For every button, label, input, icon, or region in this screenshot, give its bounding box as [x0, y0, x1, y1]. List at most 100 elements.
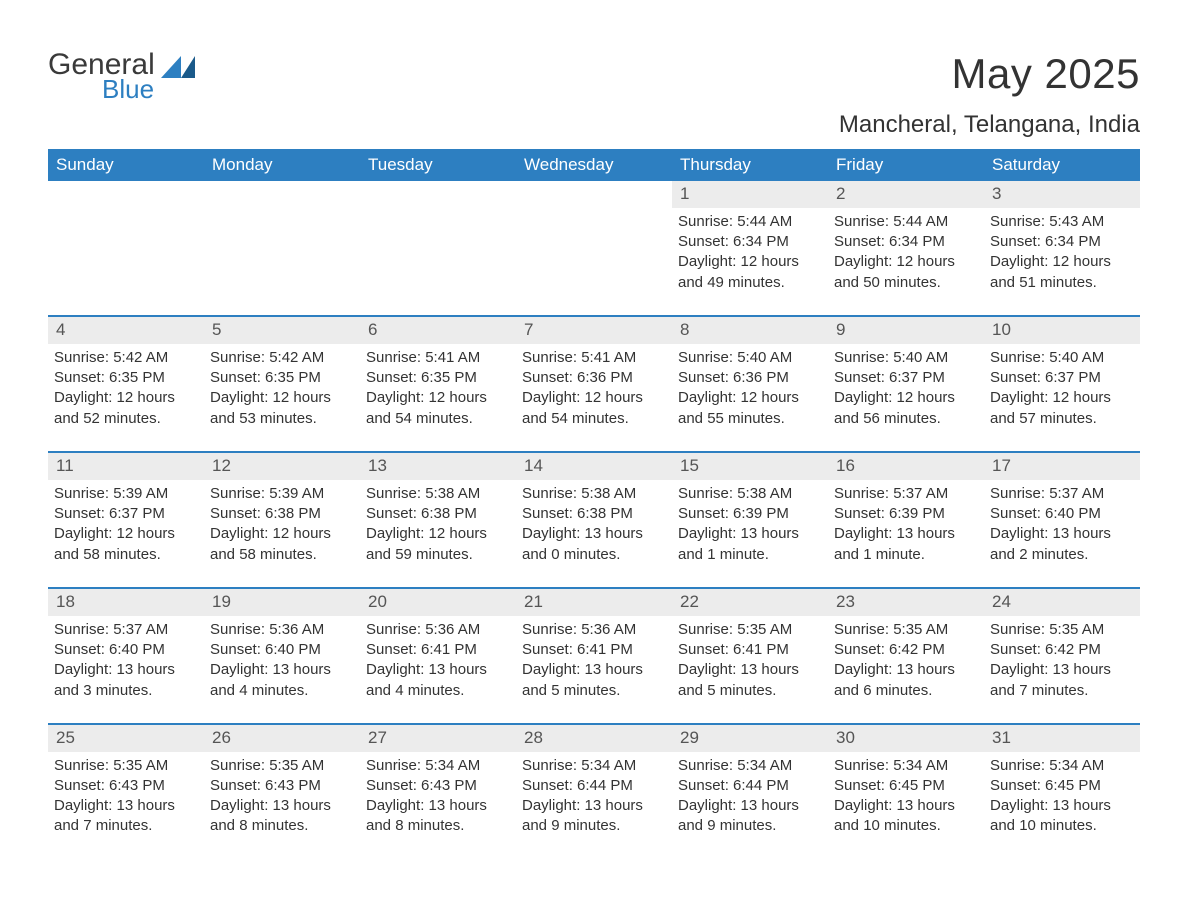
day-detail-text: Sunrise: 5:40 AMSunset: 6:37 PMDaylight:…: [834, 344, 978, 429]
day-detail-text: Sunrise: 5:36 AMSunset: 6:40 PMDaylight:…: [210, 616, 354, 701]
day-detail-cell: Sunrise: 5:37 AMSunset: 6:39 PMDaylight:…: [828, 480, 984, 588]
day-number-cell: 17: [984, 452, 1140, 480]
title-block: May 2025: [952, 50, 1140, 98]
day-detail-text: Sunrise: 5:38 AMSunset: 6:39 PMDaylight:…: [678, 480, 822, 565]
calendar-table: SundayMondayTuesdayWednesdayThursdayFrid…: [48, 149, 1140, 859]
day-number-cell: 18: [48, 588, 204, 616]
day-number-cell: 3: [984, 181, 1140, 208]
calendar-body: 123Sunrise: 5:44 AMSunset: 6:34 PMDaylig…: [48, 181, 1140, 859]
day-number-cell: 25: [48, 724, 204, 752]
day-detail-text: Sunrise: 5:35 AMSunset: 6:43 PMDaylight:…: [54, 752, 198, 837]
day-detail-cell: Sunrise: 5:37 AMSunset: 6:40 PMDaylight:…: [984, 480, 1140, 588]
day-detail-cell: Sunrise: 5:34 AMSunset: 6:45 PMDaylight:…: [828, 752, 984, 859]
day-detail-text: Sunrise: 5:34 AMSunset: 6:43 PMDaylight:…: [366, 752, 510, 837]
day-number-cell: 28: [516, 724, 672, 752]
day-number-row: 123: [48, 181, 1140, 208]
day-detail-text: Sunrise: 5:37 AMSunset: 6:40 PMDaylight:…: [990, 480, 1134, 565]
day-number-row: 18192021222324: [48, 588, 1140, 616]
weekday-header: Wednesday: [516, 149, 672, 181]
day-detail-row: Sunrise: 5:35 AMSunset: 6:43 PMDaylight:…: [48, 752, 1140, 859]
day-number-cell: [516, 181, 672, 208]
day-detail-text: Sunrise: 5:34 AMSunset: 6:45 PMDaylight:…: [990, 752, 1134, 837]
weekday-header: Friday: [828, 149, 984, 181]
day-number-cell: 9: [828, 316, 984, 344]
day-detail-cell: Sunrise: 5:35 AMSunset: 6:42 PMDaylight:…: [984, 616, 1140, 724]
day-detail-text: Sunrise: 5:35 AMSunset: 6:42 PMDaylight:…: [834, 616, 978, 701]
day-detail-cell: Sunrise: 5:36 AMSunset: 6:41 PMDaylight:…: [516, 616, 672, 724]
day-detail-text: Sunrise: 5:43 AMSunset: 6:34 PMDaylight:…: [990, 208, 1134, 293]
day-number-cell: 10: [984, 316, 1140, 344]
day-detail-cell: Sunrise: 5:37 AMSunset: 6:40 PMDaylight:…: [48, 616, 204, 724]
day-detail-cell: Sunrise: 5:39 AMSunset: 6:38 PMDaylight:…: [204, 480, 360, 588]
day-detail-cell: Sunrise: 5:42 AMSunset: 6:35 PMDaylight:…: [204, 344, 360, 452]
weekday-header: Tuesday: [360, 149, 516, 181]
day-detail-row: Sunrise: 5:37 AMSunset: 6:40 PMDaylight:…: [48, 616, 1140, 724]
day-number-cell: 23: [828, 588, 984, 616]
day-number-cell: 6: [360, 316, 516, 344]
header: General Blue May 2025: [48, 50, 1140, 105]
day-detail-text: Sunrise: 5:36 AMSunset: 6:41 PMDaylight:…: [522, 616, 666, 701]
day-number-cell: 14: [516, 452, 672, 480]
day-detail-text: Sunrise: 5:40 AMSunset: 6:37 PMDaylight:…: [990, 344, 1134, 429]
day-number-cell: 11: [48, 452, 204, 480]
day-number-cell: 4: [48, 316, 204, 344]
day-number-cell: 24: [984, 588, 1140, 616]
day-detail-cell: Sunrise: 5:35 AMSunset: 6:43 PMDaylight:…: [48, 752, 204, 859]
day-number-cell: [48, 181, 204, 208]
day-detail-cell: Sunrise: 5:35 AMSunset: 6:42 PMDaylight:…: [828, 616, 984, 724]
day-number-cell: 13: [360, 452, 516, 480]
day-detail-cell: [360, 208, 516, 316]
logo: General Blue: [48, 50, 181, 105]
day-detail-text: Sunrise: 5:44 AMSunset: 6:34 PMDaylight:…: [678, 208, 822, 293]
day-detail-text: Sunrise: 5:44 AMSunset: 6:34 PMDaylight:…: [834, 208, 978, 293]
day-detail-cell: Sunrise: 5:42 AMSunset: 6:35 PMDaylight:…: [48, 344, 204, 452]
day-number-cell: 8: [672, 316, 828, 344]
day-number-cell: 29: [672, 724, 828, 752]
day-detail-text: Sunrise: 5:35 AMSunset: 6:43 PMDaylight:…: [210, 752, 354, 837]
day-number-cell: 21: [516, 588, 672, 616]
day-detail-text: Sunrise: 5:37 AMSunset: 6:40 PMDaylight:…: [54, 616, 198, 701]
month-title: May 2025: [952, 50, 1140, 98]
day-detail-cell: Sunrise: 5:38 AMSunset: 6:38 PMDaylight:…: [516, 480, 672, 588]
day-detail-row: Sunrise: 5:39 AMSunset: 6:37 PMDaylight:…: [48, 480, 1140, 588]
day-detail-text: Sunrise: 5:34 AMSunset: 6:44 PMDaylight:…: [678, 752, 822, 837]
day-number-cell: 12: [204, 452, 360, 480]
logo-text-block: General Blue: [48, 50, 155, 105]
location-label: Mancheral, Telangana, India: [48, 111, 1140, 139]
day-number-cell: [360, 181, 516, 208]
day-detail-row: Sunrise: 5:42 AMSunset: 6:35 PMDaylight:…: [48, 344, 1140, 452]
logo-triangle-icon: [161, 56, 181, 78]
day-number-row: 25262728293031: [48, 724, 1140, 752]
day-detail-cell: Sunrise: 5:44 AMSunset: 6:34 PMDaylight:…: [828, 208, 984, 316]
day-detail-cell: Sunrise: 5:34 AMSunset: 6:44 PMDaylight:…: [516, 752, 672, 859]
day-detail-text: Sunrise: 5:37 AMSunset: 6:39 PMDaylight:…: [834, 480, 978, 565]
day-detail-cell: Sunrise: 5:39 AMSunset: 6:37 PMDaylight:…: [48, 480, 204, 588]
day-detail-cell: Sunrise: 5:35 AMSunset: 6:41 PMDaylight:…: [672, 616, 828, 724]
day-detail-text: Sunrise: 5:36 AMSunset: 6:41 PMDaylight:…: [366, 616, 510, 701]
day-detail-cell: Sunrise: 5:40 AMSunset: 6:36 PMDaylight:…: [672, 344, 828, 452]
day-number-cell: [204, 181, 360, 208]
day-detail-text: Sunrise: 5:39 AMSunset: 6:37 PMDaylight:…: [54, 480, 198, 565]
day-detail-text: Sunrise: 5:42 AMSunset: 6:35 PMDaylight:…: [54, 344, 198, 429]
day-detail-text: Sunrise: 5:35 AMSunset: 6:41 PMDaylight:…: [678, 616, 822, 701]
day-detail-cell: Sunrise: 5:40 AMSunset: 6:37 PMDaylight:…: [828, 344, 984, 452]
logo-word-blue: Blue: [102, 74, 155, 105]
day-detail-text: Sunrise: 5:41 AMSunset: 6:36 PMDaylight:…: [522, 344, 666, 429]
day-detail-cell: Sunrise: 5:40 AMSunset: 6:37 PMDaylight:…: [984, 344, 1140, 452]
day-number-cell: 31: [984, 724, 1140, 752]
day-detail-cell: Sunrise: 5:34 AMSunset: 6:44 PMDaylight:…: [672, 752, 828, 859]
day-number-row: 45678910: [48, 316, 1140, 344]
day-detail-text: Sunrise: 5:34 AMSunset: 6:44 PMDaylight:…: [522, 752, 666, 837]
day-number-cell: 2: [828, 181, 984, 208]
day-number-cell: 5: [204, 316, 360, 344]
day-detail-text: Sunrise: 5:41 AMSunset: 6:35 PMDaylight:…: [366, 344, 510, 429]
day-number-cell: 30: [828, 724, 984, 752]
day-number-cell: 20: [360, 588, 516, 616]
day-number-cell: 7: [516, 316, 672, 344]
weekday-header: Thursday: [672, 149, 828, 181]
day-number-cell: 19: [204, 588, 360, 616]
weekday-header: Sunday: [48, 149, 204, 181]
day-detail-cell: [516, 208, 672, 316]
weekday-header: Monday: [204, 149, 360, 181]
day-detail-text: Sunrise: 5:35 AMSunset: 6:42 PMDaylight:…: [990, 616, 1134, 701]
